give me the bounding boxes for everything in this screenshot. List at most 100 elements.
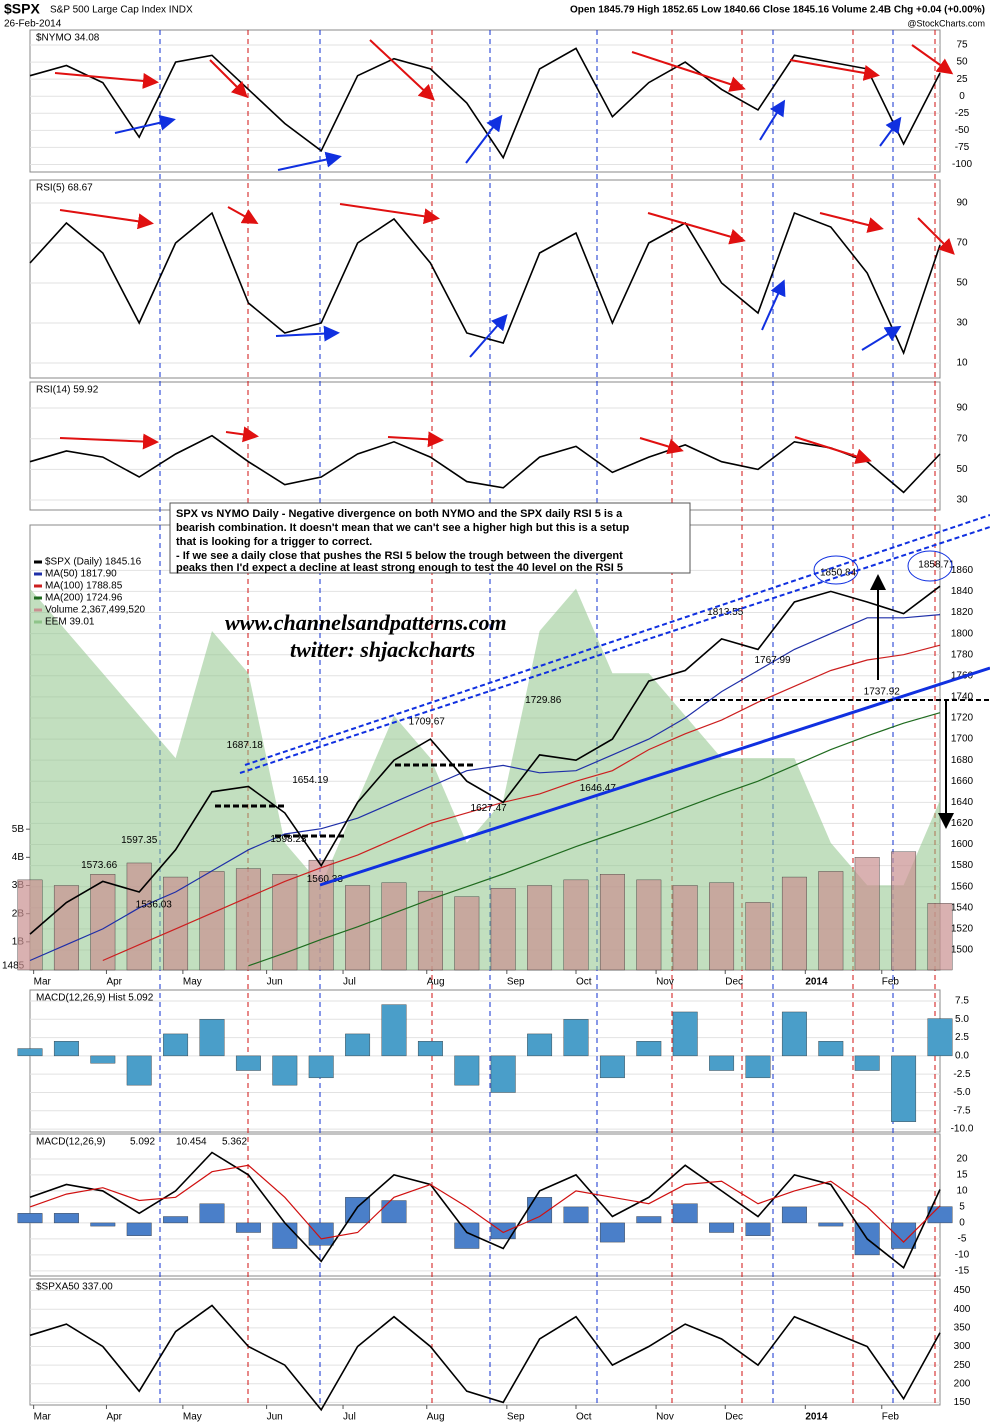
panel-frame	[29, 989, 941, 1133]
line	[29, 1151, 941, 1269]
y-tick-label: 1720	[951, 713, 974, 724]
x-tick-label: Feb	[882, 977, 900, 988]
y-tick-label: 1660	[951, 776, 974, 787]
y-tick-label: 1780	[951, 649, 974, 660]
price-label: 1687.18	[227, 740, 264, 751]
bar	[163, 1033, 189, 1057]
x-tick-label: Nov	[656, 977, 674, 988]
y-tick-label: 0	[959, 1218, 965, 1229]
bar	[17, 1048, 43, 1057]
bar	[891, 851, 917, 971]
x-tick-label: Jul	[343, 977, 356, 988]
legend-entry: MA(200) 1724.96	[45, 593, 123, 604]
y-tick-label: 1800	[951, 628, 974, 639]
y-tick-label: 1560	[951, 881, 974, 892]
bar	[235, 868, 261, 971]
y-tick-label: 1640	[951, 797, 974, 808]
y-tick-label: -7.5	[953, 1105, 971, 1116]
y-tick-label: 450	[954, 1285, 971, 1296]
bar	[90, 874, 116, 971]
bar	[381, 1004, 407, 1057]
bar	[563, 879, 589, 971]
bar	[199, 1019, 225, 1057]
y-tick-label: 5	[959, 1202, 965, 1213]
date: 26-Feb-2014	[4, 19, 62, 30]
bar	[163, 1216, 189, 1224]
x-tick-label: Nov	[656, 1412, 674, 1423]
y-tick-label: -5	[958, 1234, 967, 1245]
y-tick-label: 25	[956, 74, 968, 85]
price-label: 1627.47	[471, 803, 508, 814]
bar	[781, 1011, 807, 1057]
bar	[745, 1055, 771, 1079]
y-tick-label: 30	[956, 495, 968, 506]
legend-entry: MA(100) 1788.85	[45, 581, 123, 592]
y-tick-label: 7.5	[955, 996, 969, 1007]
bar	[126, 862, 152, 971]
y-tick-label: 1500	[951, 945, 974, 956]
line	[29, 47, 941, 160]
y-tick-label: 70	[956, 433, 968, 444]
price-label: 1560.33	[307, 874, 344, 885]
annotation-line: that is looking for a trigger to correct…	[176, 536, 372, 548]
bar	[891, 1055, 917, 1122]
bar	[345, 1033, 371, 1057]
bar	[818, 871, 844, 971]
legend-entry: 10.454	[176, 1137, 207, 1148]
bar	[636, 1216, 662, 1224]
panel-frame	[29, 1278, 941, 1406]
x-tick-label: Dec	[725, 977, 743, 988]
bar	[599, 1055, 625, 1079]
bar	[345, 885, 371, 971]
bar	[126, 1222, 152, 1236]
bar	[90, 1222, 116, 1227]
bar	[818, 1041, 844, 1057]
y-tick-label: 5.0	[955, 1014, 969, 1025]
y-tick-label: 90	[956, 198, 968, 209]
line	[248, 712, 941, 967]
price-label: 1767.99	[754, 655, 791, 666]
y-tick-label: -25	[955, 108, 970, 119]
y-tick-label: 0.0	[955, 1051, 969, 1062]
bar	[745, 1222, 771, 1236]
bar	[235, 1222, 261, 1233]
x-tick-label: 2014	[805, 977, 828, 988]
legend-entry: 5.362	[222, 1137, 247, 1148]
bar	[781, 876, 807, 971]
legend-entry: 5.092	[130, 1137, 155, 1148]
header: $SPX S&P 500 Large Cap Index INDX 26-Feb…	[4, 1, 985, 30]
y-tick-label: 1680	[951, 755, 974, 766]
bar	[818, 1222, 844, 1227]
divergence-markers	[159, 30, 936, 1405]
bar	[563, 1019, 589, 1057]
bar	[308, 1055, 334, 1079]
y-tick-label: 1700	[951, 734, 974, 745]
bar	[709, 1222, 735, 1233]
x-tick-label: Aug	[427, 977, 445, 988]
x-tick-label: Mar	[34, 1412, 52, 1423]
bar	[417, 890, 443, 971]
x-tick-label: Dec	[725, 1412, 743, 1423]
line	[29, 585, 941, 935]
price-label: 1646.47	[580, 783, 617, 794]
panel-title: RSI(14) 59.92	[36, 385, 99, 396]
y-tick-label: 50	[956, 57, 968, 68]
x-tick-label: Jun	[267, 977, 283, 988]
annotation-line: - If we see a daily close that pushes th…	[176, 550, 623, 562]
panel-frame	[29, 1133, 941, 1277]
y-tick-label: -10	[955, 1250, 970, 1261]
y-tick-label: -10.0	[951, 1124, 974, 1135]
y-tick-label: 250	[954, 1360, 971, 1371]
legend-entry: MA(50) 1817.90	[45, 569, 117, 580]
line	[29, 434, 941, 494]
watermark: www.channelsandpatterns.com	[225, 610, 507, 635]
line	[29, 1304, 941, 1412]
y-tick-label: 200	[954, 1378, 971, 1389]
y-tick-label: -75	[955, 142, 970, 153]
y-tick-label: 1620	[951, 818, 974, 829]
bar	[199, 871, 225, 971]
x-tick-label: Apr	[106, 977, 122, 988]
bar	[854, 857, 880, 971]
price-label: 1573.66	[81, 860, 118, 871]
